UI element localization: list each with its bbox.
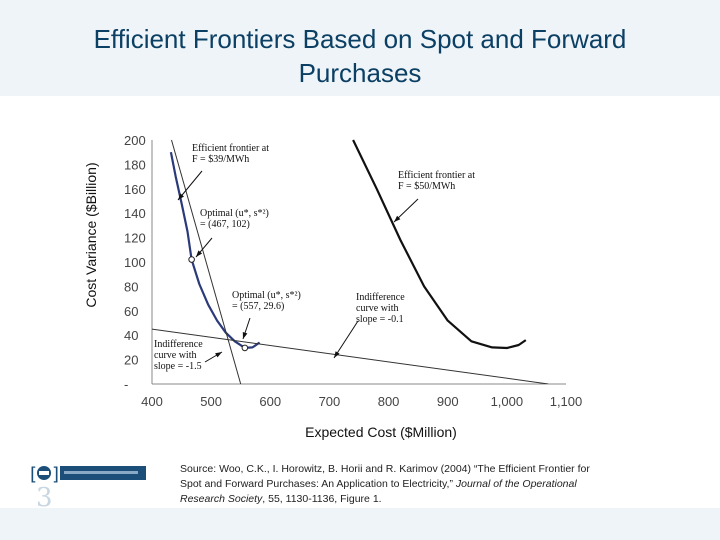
arrow-frontier-50-head — [394, 215, 401, 222]
svg-text:[: [ — [30, 464, 37, 485]
annotation-optimal-50: Optimal (u*, s*²) = (557, 29.6) — [232, 290, 301, 312]
org-logo: [ ] 3 — [22, 460, 152, 513]
source-journal: Journal of the Operational — [455, 478, 577, 490]
annotation-indiff-01-line: curve with — [356, 303, 399, 314]
annotation-indiff-15-line: slope = -1.5 — [154, 361, 202, 372]
x-tick-label: 800 — [378, 394, 400, 409]
slide-title-line2: Purchases — [298, 58, 422, 88]
y-tick-label: 20 — [124, 353, 138, 368]
source-journal-cont: Research Society — [180, 493, 263, 505]
optimal-point-39 — [188, 256, 195, 263]
annotation-indiff-15-line: curve with — [154, 350, 197, 361]
annotation-indiff-01-line: slope = -0.1 — [356, 314, 404, 325]
y-tick-label: 140 — [124, 206, 146, 221]
chart-series — [152, 139, 549, 384]
annotation-indiff-01: Indifference curve with slope = -0.1 — [356, 292, 405, 325]
chart-annotations: Efficient frontier at F = $39/MWhEfficien… — [154, 143, 475, 372]
slide-title: Efficient Frontiers Based on Spot and Fo… — [40, 22, 680, 90]
y-tick-label: 40 — [124, 328, 138, 343]
annotation-optimal-39-line: = (467, 102) — [200, 219, 250, 230]
annotation-optimal-50-line: Optimal (u*, s*²) — [232, 290, 301, 301]
y-tick-labels: - 20 40 60 80 100 120 140 160 180 200 — [124, 133, 146, 392]
arrow-frontier-39-head — [178, 193, 184, 200]
footer-band — [0, 508, 720, 540]
svg-text:3: 3 — [36, 483, 53, 508]
chart-axes — [151, 140, 566, 385]
title-band — [0, 0, 720, 96]
annotation-frontier-50-line: Efficient frontier at — [398, 170, 475, 181]
source-line2: Spot and Forward Purchases: An Applicati… — [180, 478, 456, 490]
chart-optimal-points — [188, 256, 249, 352]
annotation-indiff-01-line: Indifference — [356, 292, 405, 303]
arrow-optimal-50-head — [242, 332, 248, 339]
arrow-optimal-39-head — [196, 250, 203, 257]
y-axis-label: Cost Variance ($Billion) — [83, 162, 99, 307]
y-tick-label: 160 — [124, 182, 146, 197]
annotation-optimal-39: Optimal (u*, s*²) = (467, 102) — [200, 208, 269, 230]
x-tick-label: 900 — [437, 394, 459, 409]
annotation-optimal-39-line: Optimal (u*, s*²) — [200, 208, 269, 219]
optimal-point-50 — [241, 344, 249, 352]
x-tick-label: 700 — [319, 394, 341, 409]
y-tick-label: 80 — [124, 279, 138, 294]
annotation-indiff-15-line: Indifference — [154, 339, 203, 350]
annotation-optimal-50-line: = (557, 29.6) — [232, 301, 284, 312]
x-tick-label: 1,100 — [550, 394, 583, 409]
y-tick-label: 60 — [124, 304, 138, 319]
x-tick-label: 1,000 — [491, 394, 524, 409]
arrow-indiff-15-head — [215, 352, 222, 358]
annotation-frontier-50-line: F = $50/MWh — [398, 181, 455, 192]
slide-title-line1: Efficient Frontiers Based on Spot and Fo… — [93, 24, 627, 54]
frontier-50-line — [352, 139, 527, 350]
x-tick-label: 400 — [141, 394, 163, 409]
y-tick-label: - — [124, 377, 128, 392]
annotation-frontier-39-line: F = $39/MWh — [192, 154, 249, 165]
source-line3: , 55, 1130-1136, Figure 1. — [262, 493, 382, 505]
y-tick-label: 120 — [124, 231, 146, 246]
svg-text:]: ] — [52, 464, 59, 485]
chart: - 20 40 60 80 100 120 140 160 180 200 400 500 600 700… — [83, 133, 582, 440]
indifference-slope-0-1-line — [152, 328, 549, 384]
x-tick-labels: 400 500 600 700 800 900 1,000 1,100 — [141, 394, 582, 409]
indifference-slope-1-5-line — [171, 139, 242, 384]
frontier-39-line — [169, 151, 261, 349]
arrow-indiff-01 — [333, 320, 359, 359]
arrow-indiff-01-head — [334, 351, 340, 358]
x-axis-label: Expected Cost ($Million) — [305, 424, 457, 440]
y-tick-label: 100 — [124, 255, 146, 270]
x-tick-label: 600 — [259, 394, 281, 409]
y-tick-label: 200 — [124, 133, 146, 148]
y-tick-label: 180 — [124, 157, 146, 172]
annotation-frontier-39: Efficient frontier at F = $39/MWh — [192, 143, 269, 165]
annotation-frontier-39-line: Efficient frontier at — [192, 143, 269, 154]
annotation-frontier-50: Efficient frontier at F = $50/MWh — [398, 170, 475, 192]
source-citation: Source: Woo, C.K., I. Horowitz, B. Horii… — [180, 462, 680, 507]
annotation-indiff-15: Indifference curve with slope = -1.5 — [154, 339, 203, 372]
x-tick-label: 500 — [200, 394, 222, 409]
source-line1: Source: Woo, C.K., I. Horowitz, B. Horii… — [180, 463, 590, 475]
